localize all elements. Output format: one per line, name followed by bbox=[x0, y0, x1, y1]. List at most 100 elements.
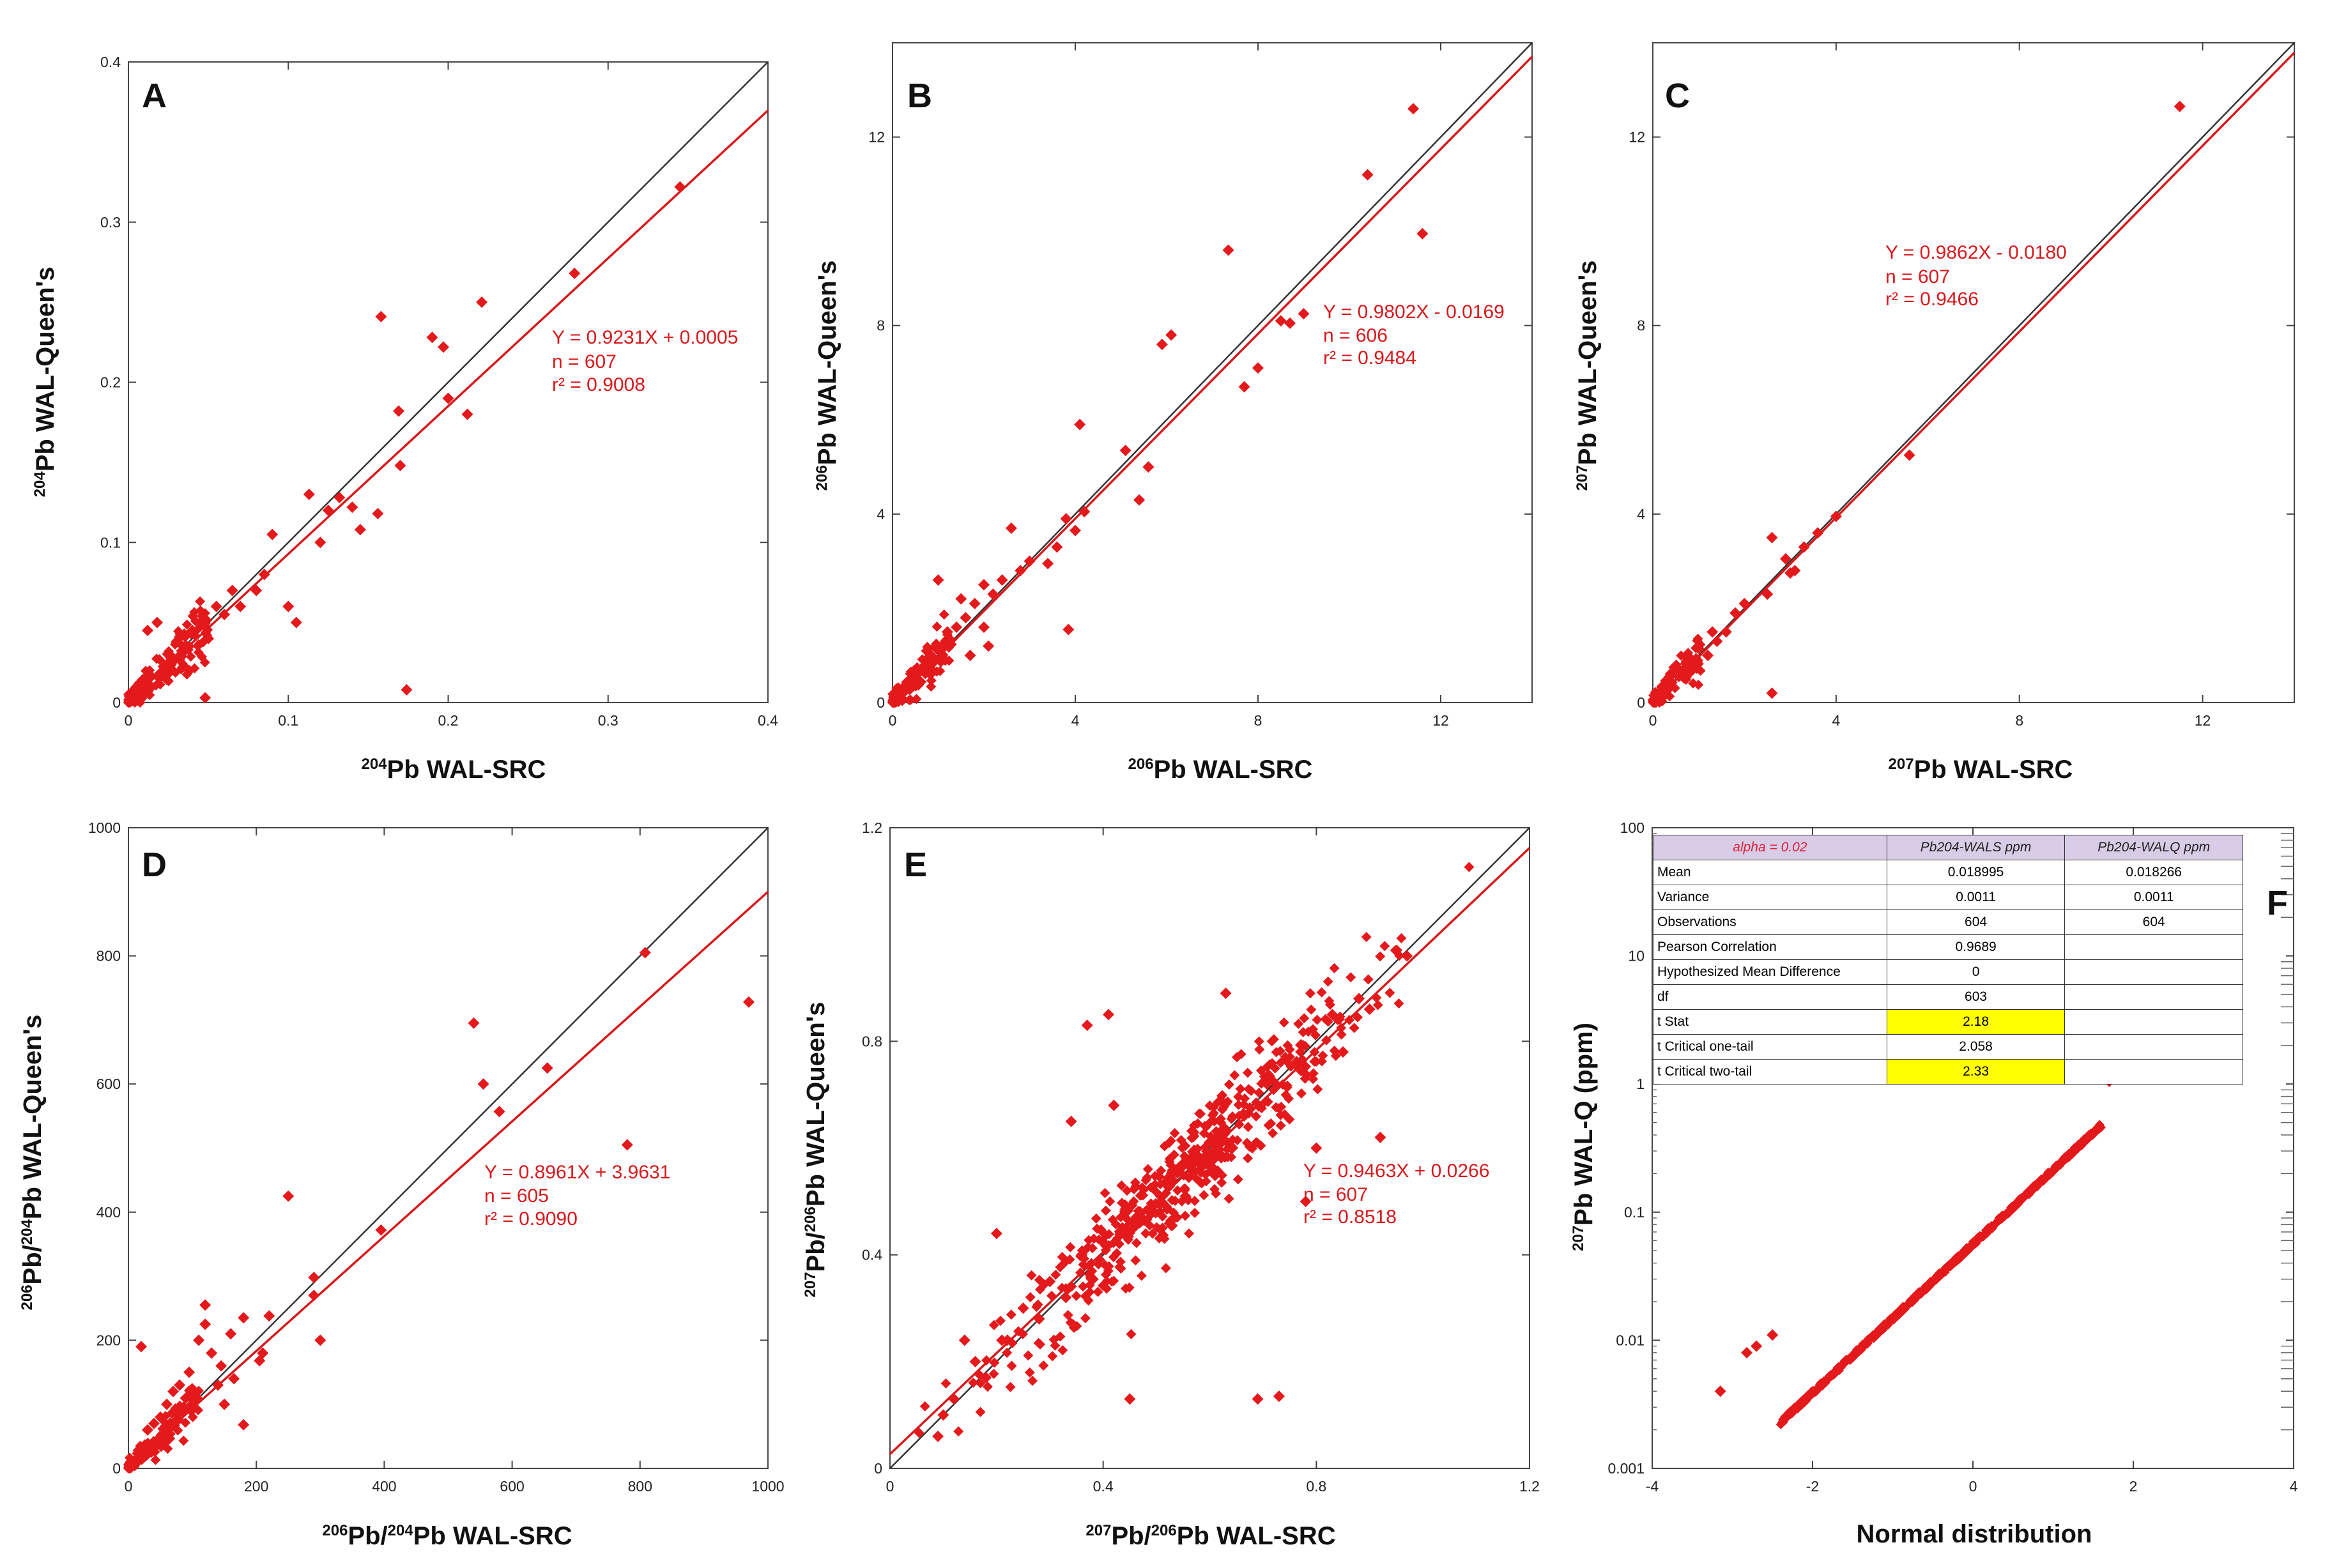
panel-e-point bbox=[1081, 1019, 1093, 1031]
panel-e-point bbox=[1024, 1367, 1035, 1378]
panel-a-n: n = 607 bbox=[552, 351, 617, 372]
panel-e-point bbox=[1115, 1256, 1126, 1267]
y-tick-label: 0 bbox=[874, 1460, 882, 1477]
panel-e-point bbox=[1284, 1044, 1295, 1055]
panel-a-point bbox=[151, 616, 164, 628]
panel-e-point bbox=[1384, 987, 1395, 998]
panel-a-point bbox=[144, 671, 155, 682]
panel-a-point bbox=[142, 625, 154, 637]
panel-b-point bbox=[926, 681, 937, 692]
panel-e-point bbox=[1222, 1097, 1232, 1108]
x-tick-label: 0 bbox=[125, 712, 133, 729]
panel-e-point bbox=[1261, 1078, 1272, 1089]
panel-b-point bbox=[932, 621, 942, 632]
stats-row-label: t Critical one-tail bbox=[1653, 1034, 1887, 1060]
panel-b-points bbox=[887, 103, 1429, 708]
panel-b-point bbox=[905, 681, 916, 692]
panel-e-point bbox=[1247, 1143, 1258, 1154]
stats-header-walq: Pb204-WALQ ppm bbox=[2064, 835, 2243, 860]
panel-b-xlabel: 206Pb WAL-SRC bbox=[1128, 756, 1313, 784]
panel-e-point bbox=[1371, 993, 1382, 1003]
panel-a-point bbox=[354, 524, 366, 536]
panel-e-point bbox=[1308, 1068, 1319, 1079]
panel-e-r2: r² = 0.8518 bbox=[1303, 1206, 1397, 1228]
panel-b-point bbox=[1074, 418, 1086, 430]
panel-e-point bbox=[1147, 1228, 1158, 1239]
panel-e-point bbox=[1023, 1350, 1034, 1361]
panel-e-point bbox=[1149, 1179, 1160, 1190]
stats-header-row: alpha = 0.02 Pb204-WALS ppm Pb204-WALQ p… bbox=[1653, 835, 2243, 860]
panel-a-point bbox=[199, 657, 210, 668]
panel-e-point bbox=[1216, 1153, 1227, 1164]
panel-c-fit-line bbox=[1653, 52, 2296, 704]
panel-e-point bbox=[1165, 1168, 1176, 1179]
panel-e-point bbox=[1006, 1360, 1017, 1371]
panel-d-point bbox=[541, 1062, 553, 1074]
panel-d-point bbox=[219, 1398, 231, 1410]
y-tick-label: 0 bbox=[112, 694, 121, 711]
panel-e-point bbox=[1025, 1292, 1036, 1303]
panel-e-point bbox=[1033, 1337, 1044, 1348]
panel-e-point bbox=[1353, 1012, 1363, 1023]
stats-cell-wals: 603 bbox=[1886, 984, 2066, 1010]
panel-d-point bbox=[174, 1400, 185, 1411]
panel-d-point bbox=[148, 1417, 160, 1429]
panel-a-point bbox=[290, 616, 302, 628]
panel-e-point bbox=[1151, 1187, 1162, 1198]
stats-cell-walq bbox=[2064, 1009, 2243, 1035]
panel-b-ylabel: 206Pb WAL-Queen's bbox=[813, 261, 841, 491]
panel-e-point bbox=[1202, 1152, 1213, 1163]
panel-d-point bbox=[187, 1383, 197, 1394]
panel-e-point bbox=[1082, 1242, 1093, 1252]
panel-e-point bbox=[1282, 1080, 1292, 1091]
y-tick-label: 0.4 bbox=[100, 54, 121, 70]
panel-e-point bbox=[1321, 1035, 1331, 1046]
panel-b-point bbox=[969, 598, 981, 610]
panel-b-point bbox=[929, 641, 940, 652]
panel-d-n: n = 605 bbox=[484, 1185, 549, 1206]
y-tick-label: 8 bbox=[877, 317, 885, 334]
stats-cell-walq bbox=[2064, 1059, 2243, 1085]
x-tick-label: 1000 bbox=[751, 1478, 784, 1495]
panel-a-point bbox=[437, 341, 449, 353]
panel-b-point bbox=[978, 579, 990, 591]
panel-a-equation: Y = 0.9231X + 0.0005 bbox=[552, 327, 738, 348]
panel-a-point bbox=[314, 537, 326, 549]
panel-f-qq-point bbox=[2096, 1123, 2106, 1132]
x-tick-label: 0.8 bbox=[1306, 1478, 1326, 1495]
panel-c-point bbox=[1903, 449, 1915, 461]
panel-e-point bbox=[1078, 1281, 1089, 1292]
panel-e-point bbox=[1291, 1059, 1301, 1070]
panel-d-point bbox=[263, 1310, 275, 1322]
panel-e-point bbox=[1005, 1382, 1016, 1392]
panel-e-point bbox=[1188, 1132, 1199, 1143]
panel-a-point bbox=[194, 616, 206, 628]
panel-e-point bbox=[1172, 1185, 1183, 1196]
x-tick-label: 0.2 bbox=[438, 712, 459, 729]
panel-e-point bbox=[1336, 1029, 1347, 1040]
panel-e-point bbox=[1071, 1291, 1082, 1302]
panel-e-point bbox=[1130, 1255, 1141, 1266]
panel-d-point bbox=[135, 1440, 146, 1451]
panel-b-point bbox=[1238, 381, 1250, 393]
panel-b-point bbox=[1042, 558, 1054, 570]
panel-a-point bbox=[476, 296, 488, 308]
panel-e-point bbox=[1055, 1262, 1066, 1273]
panel-d-xlabel: 206Pb/204Pb WAL-SRC bbox=[322, 1522, 572, 1550]
panel-c-point bbox=[1830, 510, 1842, 522]
stats-row-label: df bbox=[1653, 984, 1887, 1010]
panel-e-point bbox=[1164, 1153, 1175, 1164]
panel-e-point bbox=[1137, 1182, 1147, 1193]
panel-e-point bbox=[1138, 1213, 1149, 1224]
panel-b-point bbox=[1133, 494, 1146, 506]
panel-e-point bbox=[1220, 987, 1232, 1000]
y-tick-label: 800 bbox=[96, 948, 121, 964]
y-tick-label: 0.1 bbox=[100, 534, 121, 551]
panel-e-point bbox=[990, 1228, 1002, 1240]
stats-row-label: Hypothesized Mean Difference bbox=[1653, 959, 1887, 985]
panel-a-point bbox=[199, 608, 210, 619]
panel-b-point bbox=[1062, 623, 1075, 636]
panel-e-point bbox=[953, 1426, 964, 1437]
panel-b-point bbox=[996, 574, 1008, 586]
